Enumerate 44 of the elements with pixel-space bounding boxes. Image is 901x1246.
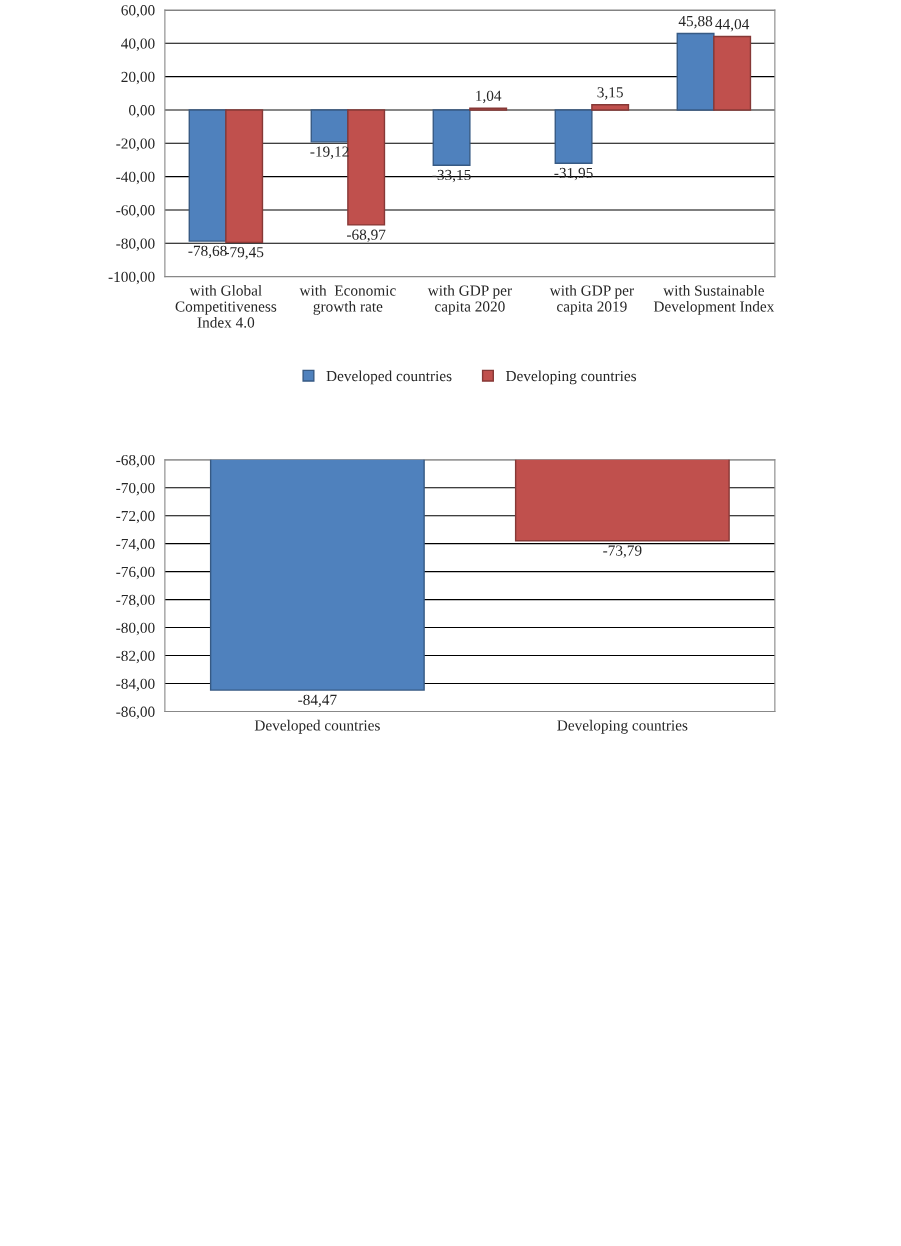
data-label: -68,97 [347,229,386,243]
y-tick-label: -76,00 [116,566,155,580]
y-tick-label: -20,00 [116,138,155,151]
bar [591,104,630,111]
bar [554,109,593,164]
legend-label: Developing countries [505,370,637,385]
x-tick-label: with Global Competitiveness Index 4.0 [175,284,277,328]
y-tick-label: 40,00 [121,38,155,51]
x-tick-label: with GDP per capita 2019 [549,284,634,315]
y-tick-label: -84,00 [116,678,155,692]
y-tick-label: -78,00 [116,594,155,608]
data-label: -78,68 [188,245,227,259]
y-tick-label: 60,00 [121,5,155,18]
data-label: 3,15 [597,87,623,100]
y-tick-label: 0,00 [129,105,155,118]
x-tick-label: with Sustainable Development Index [653,284,775,315]
y-tick-label: -86,00 [116,706,155,720]
y-tick-label: -68,00 [116,454,155,468]
y-tick-label: -80,00 [116,622,155,636]
x-tick-label: with Economic growth rate [299,284,396,315]
y-tick-label: -80,00 [116,238,155,251]
y-tick-label: -60,00 [116,205,155,218]
data-label: -73,79 [603,545,642,558]
bar [347,109,386,226]
y-tick-label: -74,00 [116,538,155,552]
bar [225,109,264,244]
data-label: 45,88 [678,15,713,29]
y-tick-label: -40,00 [116,171,155,185]
data-label: 1,04 [476,90,502,104]
bar [310,109,349,143]
bar [432,109,471,166]
y-tick-label: -100,00 [108,271,155,285]
y-tick-label: -82,00 [116,650,155,664]
bar [676,32,715,111]
y-tick-label: -72,00 [116,510,155,524]
y-tick-label: 20,00 [121,71,155,85]
y-tick-label: -70,00 [116,482,155,496]
x-tick-label: with GDP per capita 2020 [427,284,512,315]
data-label: 44,04 [715,18,750,32]
bar [188,109,227,242]
legend-label: Developed countries [326,370,452,385]
data-label: -84,47 [298,694,337,708]
bar [713,35,752,111]
data-label: -79,45 [225,247,264,260]
